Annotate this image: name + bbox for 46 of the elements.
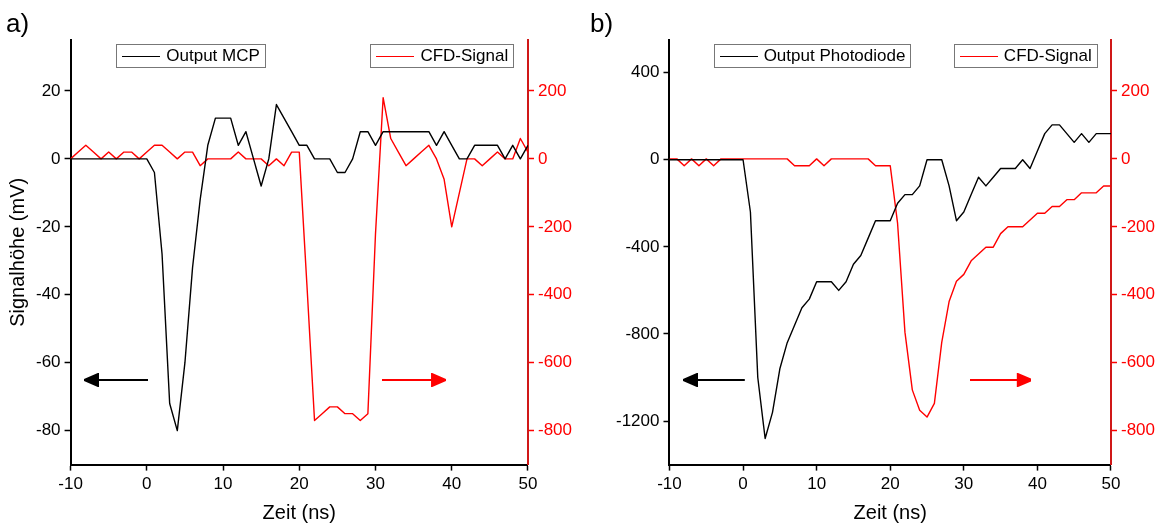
y-tick-label: 20 [41,80,61,100]
y-tick-label: 400 [631,62,660,82]
text: a) [6,8,30,39]
y-tick-label: 0 [650,149,660,169]
legend-label: CFD-Signal [953,44,1098,68]
y2-tick-label: -800 [537,420,573,440]
y2-tick-label: -600 [1120,352,1156,372]
y-tick-label: -400 [625,236,660,256]
y-tick-label: -1200 [616,410,660,430]
x-tick-label: 50 [518,474,538,494]
x-axis-title: Zeit (ns) [853,500,927,523]
y-tick-label: -20 [35,216,61,236]
y-tick-label: 0 [51,148,61,168]
y-axis-title: Signalhöhe (mV) [5,177,28,327]
x-tick-label: -10 [657,474,682,494]
legend-label: Output Photodiode [713,44,912,68]
y2-tick-label: -600 [537,352,573,372]
y2-tick-label: 200 [537,80,567,100]
y2-tick-label: -800 [1120,420,1156,440]
y-tick-label: -800 [625,323,660,343]
x-tick-label: 20 [289,474,309,494]
y2-tick-label: 0 [537,148,548,168]
y2-tick-label: -200 [1120,216,1156,236]
x-tick-label: 0 [738,474,748,494]
y2-tick-label: 0 [1120,148,1131,168]
y2-tick-label: -400 [537,284,573,304]
legend-label: Output MCP [116,44,266,68]
y-tick-label: -60 [35,352,61,372]
y2-tick-label: -200 [537,216,573,236]
x-tick-label: 40 [442,474,462,494]
x-tick-label: 50 [1101,474,1121,494]
x-tick-label: 30 [366,474,385,494]
x-tick-label: 30 [954,474,974,494]
y2-tick-label: 200 [1120,80,1150,100]
x-axis-title: Zeit (ns) [262,500,336,523]
x-tick-label: 40 [1027,474,1047,494]
x-tick-label: 10 [213,474,233,494]
x-tick-label: 20 [880,474,900,494]
x-tick-label: 10 [807,474,827,494]
y-tick-label: -40 [35,284,61,304]
x-tick-label: -10 [58,474,83,494]
text: b) [590,8,614,39]
x-tick-label: 0 [142,474,152,494]
y-tick-label: -80 [35,420,61,440]
legend-label: CFD-Signal [370,44,515,68]
y2-tick-label: -400 [1120,284,1156,304]
